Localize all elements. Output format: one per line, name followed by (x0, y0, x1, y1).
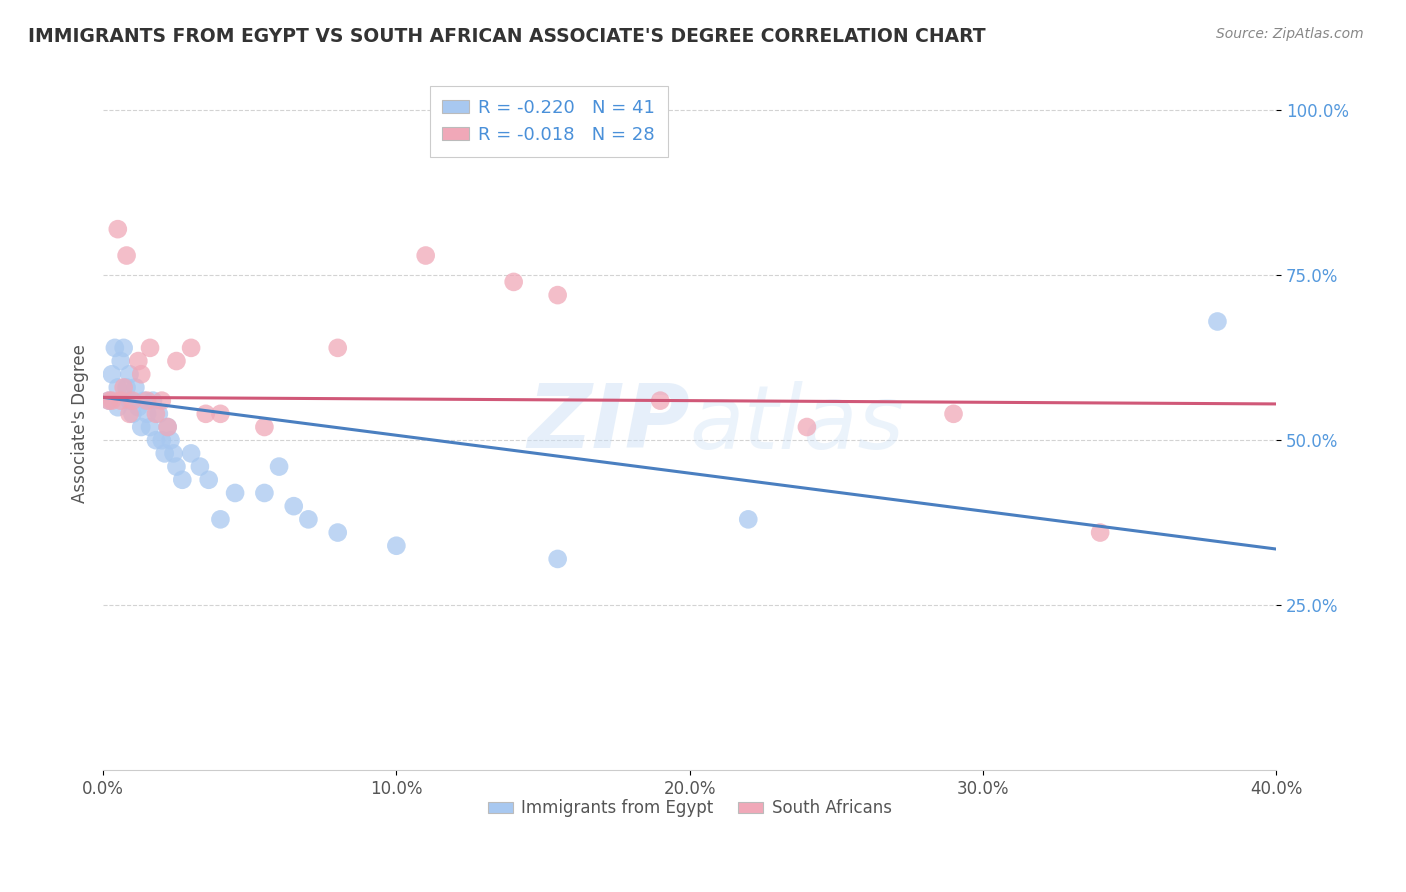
Point (101, 368, 124, 382)
Point (118, 368, 141, 382)
Point (107, 401, 129, 415)
Point (112, 380, 135, 394)
Point (139, 420, 162, 434)
Point (502, 275, 524, 289)
Point (142, 393, 165, 408)
Point (150, 393, 173, 408)
Point (107, 222, 129, 236)
Point (118, 407, 141, 421)
Point (121, 393, 143, 408)
Point (134, 393, 156, 408)
Point (209, 512, 232, 526)
Point (194, 407, 217, 421)
Point (124, 380, 146, 394)
Point (188, 459, 211, 474)
Point (547, 552, 569, 566)
Point (136, 407, 159, 421)
Point (180, 446, 202, 460)
Point (145, 434, 167, 448)
Point (127, 354, 149, 368)
Text: IMMIGRANTS FROM EGYPT VS SOUTH AFRICAN ASSOCIATE'S DEGREE CORRELATION CHART: IMMIGRANTS FROM EGYPT VS SOUTH AFRICAN A… (28, 27, 986, 45)
Point (159, 434, 181, 448)
Legend: Immigrants from Egypt, South Africans: Immigrants from Egypt, South Africans (481, 793, 898, 824)
Text: atlas: atlas (689, 381, 904, 467)
Point (224, 486, 246, 500)
Point (112, 341, 135, 355)
Point (98, 393, 121, 408)
Point (127, 401, 149, 415)
Point (1206, 314, 1229, 328)
Text: Source: ZipAtlas.com: Source: ZipAtlas.com (1216, 27, 1364, 41)
Point (253, 486, 276, 500)
Point (110, 354, 132, 368)
Point (737, 512, 759, 526)
Point (165, 354, 187, 368)
Point (101, 393, 124, 408)
Point (180, 341, 202, 355)
Point (267, 459, 290, 474)
Point (107, 380, 129, 394)
Point (283, 499, 305, 513)
Point (115, 248, 138, 262)
Point (118, 393, 141, 408)
Y-axis label: Associate's Degree: Associate's Degree (72, 344, 89, 503)
Point (162, 446, 184, 460)
Point (129, 420, 152, 434)
Point (150, 434, 173, 448)
Point (165, 459, 187, 474)
Point (942, 407, 965, 421)
Point (415, 248, 437, 262)
Point (326, 341, 349, 355)
Point (110, 393, 132, 408)
Text: ZIP: ZIP (527, 380, 689, 467)
Point (253, 420, 276, 434)
Point (121, 407, 143, 421)
Point (148, 407, 170, 421)
Point (156, 420, 179, 434)
Point (1088, 525, 1111, 540)
Point (115, 380, 138, 394)
Point (156, 420, 179, 434)
Point (209, 407, 232, 421)
Point (547, 288, 569, 302)
Point (104, 341, 127, 355)
Point (172, 473, 194, 487)
Point (139, 341, 162, 355)
Point (297, 512, 319, 526)
Point (98, 393, 121, 408)
Point (385, 539, 408, 553)
Point (326, 525, 349, 540)
Point (650, 393, 672, 408)
Point (145, 407, 167, 421)
Point (197, 473, 219, 487)
Point (136, 393, 159, 408)
Point (796, 420, 818, 434)
Point (153, 446, 176, 460)
Point (129, 368, 152, 382)
